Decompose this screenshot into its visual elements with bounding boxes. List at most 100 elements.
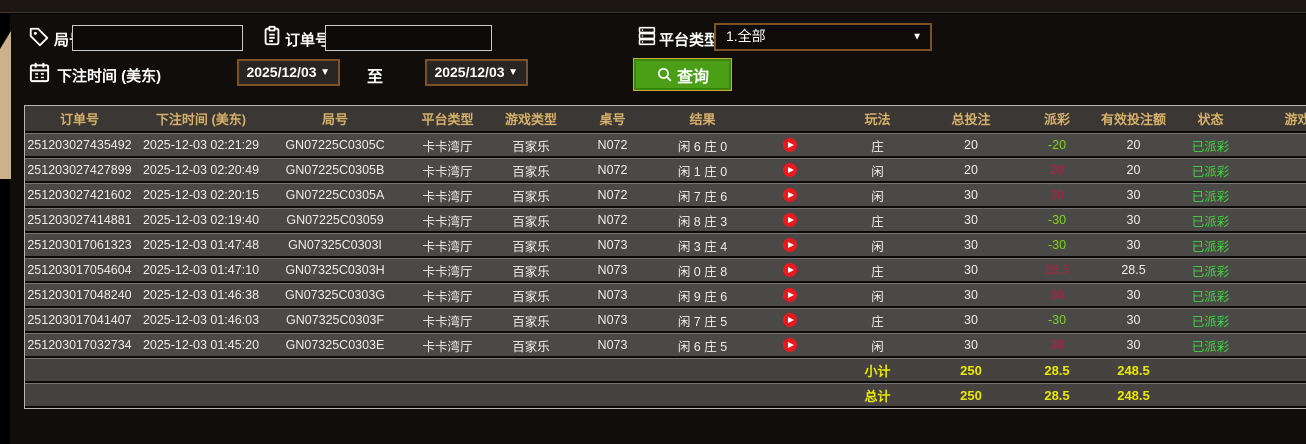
cell-game-mode: - <box>1250 333 1306 358</box>
play-replay-icon[interactable] <box>783 288 797 303</box>
col-header-game-mode: 游戏模式 <box>1250 106 1306 133</box>
cell-bet-type: 闲 <box>831 158 924 183</box>
col-header-result: 结果 <box>656 106 749 133</box>
cell-valid-bet: 28.5 <box>1096 258 1171 283</box>
subtotal-spacer <box>25 358 831 383</box>
cell-game-mode: - <box>1250 158 1306 183</box>
table-row: 251203017054604 2025-12-03 01:47:10 GN07… <box>25 258 1306 283</box>
cell-bet-type: 闲 <box>831 283 924 308</box>
date-to-value: 2025/12/03 <box>434 64 505 80</box>
cell-order-number: 251203017032734 <box>25 333 134 358</box>
query-button[interactable]: 查询 <box>633 58 732 91</box>
table-body: 251203027435492 2025-12-03 02:21:29 GN07… <box>25 133 1306 358</box>
platform-type-selected-value: 1.全部 <box>726 28 766 44</box>
window-top-strip <box>0 0 1306 13</box>
cell-table-number: N073 <box>569 333 656 358</box>
cell-game-mode: - <box>1250 233 1306 258</box>
cell-bet-time: 2025-12-03 02:20:49 <box>134 158 268 183</box>
cell-status: 已派彩 <box>1171 333 1250 358</box>
cell-status: 已派彩 <box>1171 158 1250 183</box>
col-header-table-number: 桌号 <box>569 106 656 133</box>
cell-valid-bet: 30 <box>1096 208 1171 233</box>
table-row: 251203027427899 2025-12-03 02:20:49 GN07… <box>25 158 1306 183</box>
platform-type-label: 平台类型 <box>659 32 720 49</box>
cell-payout: -30 <box>1018 233 1096 258</box>
cell-table-number: N073 <box>569 233 656 258</box>
cell-bet-time: 2025-12-03 01:45:20 <box>134 333 268 358</box>
platform-list-icon <box>636 25 657 52</box>
cell-status: 已派彩 <box>1171 283 1250 308</box>
subtotal-total-bet: 250 <box>924 358 1018 383</box>
play-replay-icon[interactable] <box>783 263 797 278</box>
cell-valid-bet: 30 <box>1096 183 1171 208</box>
cell-total-bet: 30 <box>924 308 1018 333</box>
cell-table-number: N072 <box>569 208 656 233</box>
cell-replay <box>749 308 831 333</box>
cell-platform-type: 卡卡湾厅 <box>402 333 493 358</box>
cell-order-number: 251203027435492 <box>25 133 134 158</box>
grand-total-spacer-right <box>1171 383 1306 408</box>
col-header-valid-bet: 有效投注额 <box>1096 106 1171 133</box>
grand-total-payout: 28.5 <box>1018 383 1096 408</box>
search-icon <box>656 66 673 83</box>
cell-status: 已派彩 <box>1171 258 1250 283</box>
cell-order-number: 251203027421602 <box>25 183 134 208</box>
cell-platform-type: 卡卡湾厅 <box>402 158 493 183</box>
play-replay-icon[interactable] <box>783 338 797 353</box>
cell-total-bet: 30 <box>924 233 1018 258</box>
round-number-input[interactable] <box>72 25 243 51</box>
cell-game-type: 百家乐 <box>493 158 569 183</box>
cell-payout: 20 <box>1018 158 1096 183</box>
cell-bet-type: 庄 <box>831 133 924 158</box>
subtotal-payout: 28.5 <box>1018 358 1096 383</box>
col-header-replay <box>749 106 831 133</box>
bet-records-table: 订单号 下注时间 (美东) 局号 平台类型 游戏类型 桌号 结果 玩法 总投注 … <box>24 105 1306 409</box>
cell-replay <box>749 258 831 283</box>
order-number-input[interactable] <box>325 25 492 51</box>
cell-platform-type: 卡卡湾厅 <box>402 258 493 283</box>
play-replay-icon[interactable] <box>783 213 797 228</box>
play-replay-icon[interactable] <box>783 163 797 178</box>
cell-replay <box>749 183 831 208</box>
cell-bet-type: 闲 <box>831 333 924 358</box>
cell-round-number: GN07225C0305C <box>268 133 402 158</box>
cell-platform-type: 卡卡湾厅 <box>402 133 493 158</box>
platform-type-select[interactable]: 1.全部 ▼ <box>714 23 932 51</box>
play-replay-icon[interactable] <box>783 138 797 153</box>
cell-result: 闲 6 庄 5 <box>656 333 749 358</box>
cell-total-bet: 30 <box>924 283 1018 308</box>
cell-game-mode: - <box>1250 258 1306 283</box>
cell-total-bet: 20 <box>924 158 1018 183</box>
grand-total-total-bet: 250 <box>924 383 1018 408</box>
cell-valid-bet: 30 <box>1096 283 1171 308</box>
table-header-row: 订单号 下注时间 (美东) 局号 平台类型 游戏类型 桌号 结果 玩法 总投注 … <box>25 106 1306 133</box>
cell-total-bet: 30 <box>924 183 1018 208</box>
cell-total-bet: 30 <box>924 208 1018 233</box>
cell-bet-time: 2025-12-03 02:19:40 <box>134 208 268 233</box>
table-row: 251203017048240 2025-12-03 01:46:38 GN07… <box>25 283 1306 308</box>
chevron-down-icon: ▼ <box>912 31 922 43</box>
cell-status: 已派彩 <box>1171 308 1250 333</box>
cell-replay <box>749 158 831 183</box>
calendar-icon <box>28 61 51 89</box>
cell-bet-time: 2025-12-03 02:20:15 <box>134 183 268 208</box>
cell-game-type: 百家乐 <box>493 258 569 283</box>
play-replay-icon[interactable] <box>783 313 797 328</box>
cell-result: 闲 0 庄 8 <box>656 258 749 283</box>
cell-round-number: GN07225C0305A <box>268 183 402 208</box>
cell-table-number: N072 <box>569 183 656 208</box>
play-replay-icon[interactable] <box>783 188 797 203</box>
date-from-value: 2025/12/03 <box>246 64 317 80</box>
cell-valid-bet: 20 <box>1096 133 1171 158</box>
date-to-picker[interactable]: 2025/12/03 ▼ <box>425 59 528 86</box>
cell-bet-time: 2025-12-03 01:47:10 <box>134 258 268 283</box>
grand-total-spacer <box>25 383 831 408</box>
play-replay-icon[interactable] <box>783 238 797 253</box>
cell-game-mode: - <box>1250 283 1306 308</box>
cell-game-type: 百家乐 <box>493 308 569 333</box>
date-from-picker[interactable]: 2025/12/03 ▼ <box>237 59 340 86</box>
cell-order-number: 251203027427899 <box>25 158 134 183</box>
cell-order-number: 251203027414881 <box>25 208 134 233</box>
cell-result: 闲 1 庄 0 <box>656 158 749 183</box>
